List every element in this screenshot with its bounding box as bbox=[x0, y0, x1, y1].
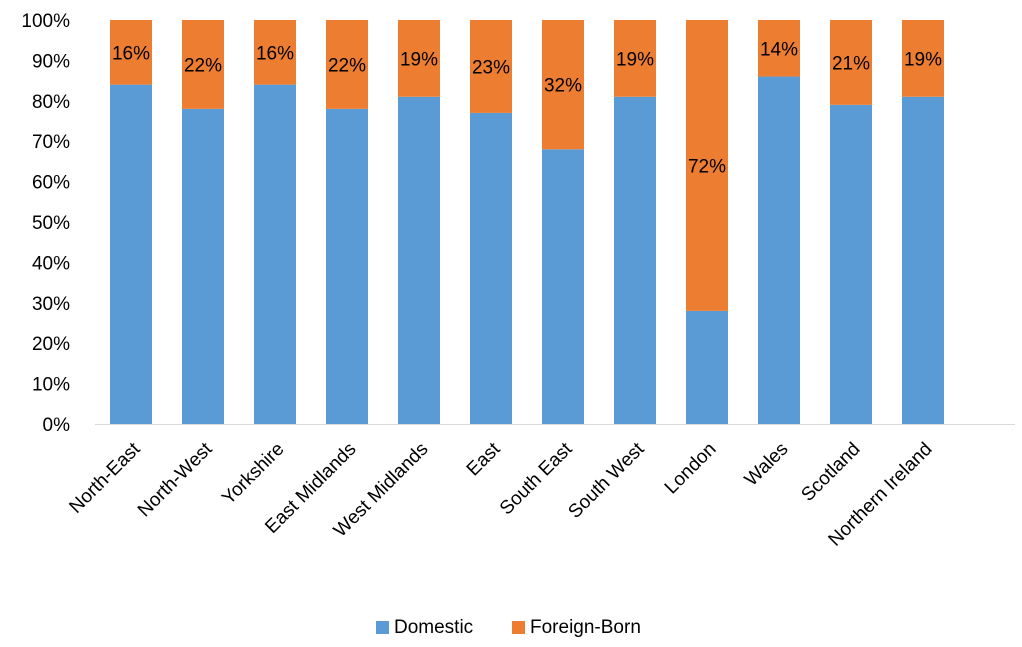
bar-foreign-born bbox=[326, 20, 368, 109]
x-category-label: Yorkshire bbox=[218, 439, 288, 509]
data-label-foreign-born: 16% bbox=[112, 43, 150, 64]
bar-foreign-born bbox=[110, 20, 152, 85]
legend-swatch bbox=[512, 621, 525, 634]
data-label-foreign-born: 23% bbox=[472, 57, 510, 78]
data-label-foreign-born: 22% bbox=[184, 55, 222, 76]
bar-foreign-born bbox=[470, 20, 512, 113]
bar-foreign-born bbox=[614, 20, 656, 97]
legend-label: Foreign-Born bbox=[530, 617, 641, 638]
bar-domestic bbox=[254, 84, 296, 424]
legend-swatch bbox=[376, 621, 389, 634]
bar-foreign-born bbox=[902, 20, 944, 97]
bar-foreign-born bbox=[686, 20, 728, 311]
x-category-label: Scotland bbox=[797, 439, 864, 506]
y-tick-label: 60% bbox=[32, 173, 70, 194]
bar-domestic bbox=[542, 149, 584, 424]
x-category-label: North-West bbox=[134, 438, 217, 521]
bar-foreign-born bbox=[758, 20, 800, 77]
legend-label: Domestic bbox=[394, 617, 473, 638]
x-category-label: London bbox=[661, 439, 721, 499]
data-label-foreign-born: 19% bbox=[904, 49, 942, 70]
bars bbox=[110, 20, 944, 425]
data-label-foreign-born: 14% bbox=[760, 39, 798, 60]
bar-domestic bbox=[398, 96, 440, 424]
data-label-foreign-born: 32% bbox=[544, 76, 582, 97]
data-labels: 16% 22% 16% 22% 19% 23% 32% 19% 72% 14% 21% 19% bbox=[112, 39, 942, 177]
bar-domestic bbox=[902, 96, 944, 424]
bar-foreign-born bbox=[830, 20, 872, 105]
data-label-foreign-born: 22% bbox=[328, 55, 366, 76]
bar-foreign-born bbox=[254, 20, 296, 85]
bar-domestic bbox=[758, 76, 800, 424]
y-tick-label: 100% bbox=[21, 11, 70, 32]
y-tick-label: 10% bbox=[32, 375, 70, 396]
y-tick-label: 20% bbox=[32, 334, 70, 355]
bar-domestic bbox=[182, 108, 224, 424]
bar-foreign-born bbox=[542, 20, 584, 150]
bar-foreign-born bbox=[398, 20, 440, 97]
y-tick-label: 30% bbox=[32, 294, 70, 315]
x-category-label: South West bbox=[564, 438, 649, 523]
y-tick-label: 40% bbox=[32, 253, 70, 274]
y-axis-ticks: 0% 10% 20% 30% 40% 50% 60% 70% 80% 90% 100% bbox=[21, 11, 70, 436]
bar-domestic bbox=[686, 310, 728, 424]
y-tick-label: 70% bbox=[32, 132, 70, 153]
x-category-label: North-East bbox=[65, 438, 145, 518]
y-tick-label: 80% bbox=[32, 92, 70, 113]
bar-foreign-born bbox=[182, 20, 224, 109]
x-category-label: Wales bbox=[741, 439, 793, 491]
y-tick-label: 50% bbox=[32, 213, 70, 234]
data-label-foreign-born: 19% bbox=[616, 49, 654, 70]
data-label-foreign-born: 72% bbox=[688, 156, 726, 177]
bar-domestic bbox=[110, 84, 152, 424]
y-tick-label: 90% bbox=[32, 51, 70, 72]
bar-domestic bbox=[326, 108, 368, 424]
bar-domestic bbox=[470, 112, 512, 425]
data-label-foreign-born: 16% bbox=[256, 43, 294, 64]
bar-domestic bbox=[830, 104, 872, 424]
data-label-foreign-born: 21% bbox=[832, 53, 870, 74]
data-label-foreign-born: 19% bbox=[400, 49, 438, 70]
x-category-label: East bbox=[463, 438, 505, 480]
bar-domestic bbox=[614, 96, 656, 424]
y-tick-label: 0% bbox=[43, 415, 71, 436]
legend: Domestic Foreign-Born bbox=[376, 617, 641, 638]
